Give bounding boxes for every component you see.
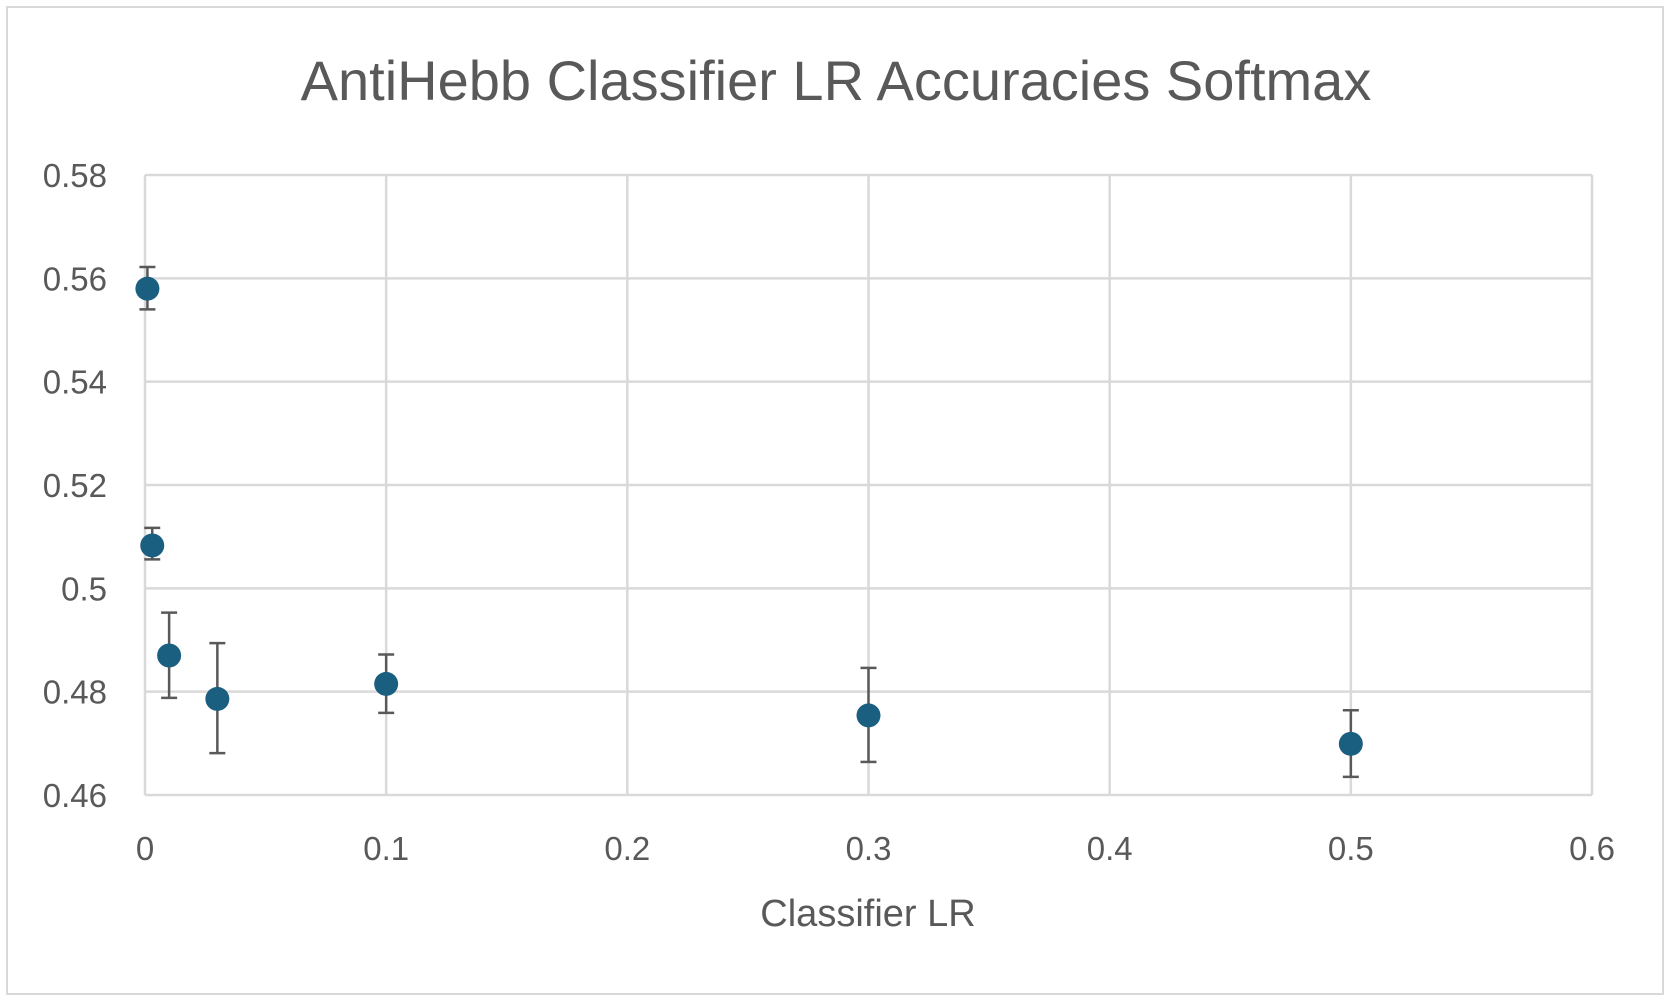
x-axis-ticks: 0 0.1 0.2 0.3 0.4 0.5 0.6 (136, 830, 1615, 867)
y-tick-label: 0.52 (43, 467, 107, 504)
data-points (135, 276, 1363, 756)
x-tick-label: 0 (136, 830, 154, 867)
data-point (374, 671, 399, 696)
x-tick-label: 0.4 (1087, 830, 1133, 867)
error-bars (139, 265, 1359, 779)
y-tick-label: 0.48 (43, 674, 107, 711)
y-tick-label: 0.5 (61, 570, 107, 607)
data-point (1338, 731, 1363, 756)
chart-frame (6, 6, 1664, 995)
y-tick-label: 0.54 (43, 364, 107, 401)
x-tick-label: 0.5 (1328, 830, 1374, 867)
data-point (140, 533, 165, 558)
y-axis-ticks: 0.46 0.48 0.5 0.52 0.54 0.56 0.58 (43, 157, 107, 814)
x-tick-label: 0.6 (1569, 830, 1615, 867)
data-point (856, 703, 881, 728)
y-tick-label: 0.46 (43, 777, 107, 814)
x-tick-label: 0.3 (846, 830, 892, 867)
y-tick-label: 0.56 (43, 260, 107, 297)
data-point (205, 686, 230, 711)
chart-title: AntiHebb Classifier LR Accuracies Softma… (301, 49, 1372, 112)
x-tick-label: 0.1 (363, 830, 409, 867)
data-point (135, 276, 160, 301)
y-tick-label: 0.58 (43, 157, 107, 194)
x-axis-label: Classifier LR (760, 893, 975, 935)
data-point (157, 643, 182, 668)
x-tick-label: 0.2 (604, 830, 650, 867)
